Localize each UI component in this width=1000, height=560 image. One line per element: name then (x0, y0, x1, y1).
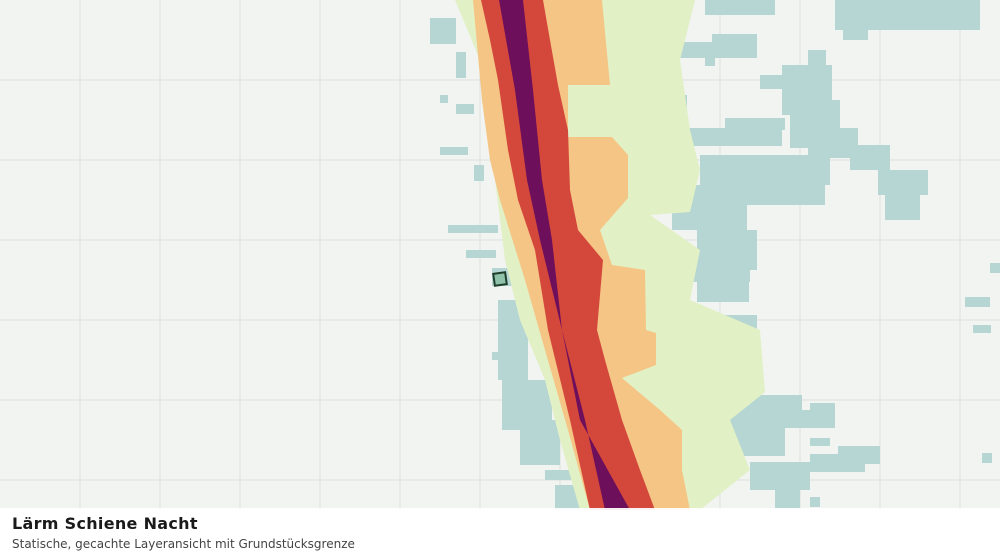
map-title: Lärm Schiene Nacht (12, 514, 198, 533)
parcel-boundary (492, 271, 508, 287)
map-caption: Lärm Schiene Nacht Statische, gecachte L… (0, 508, 1000, 560)
noise-zone-very-high (499, 0, 630, 510)
map-subtitle: Statische, gecachte Layeransicht mit Gru… (12, 537, 355, 551)
